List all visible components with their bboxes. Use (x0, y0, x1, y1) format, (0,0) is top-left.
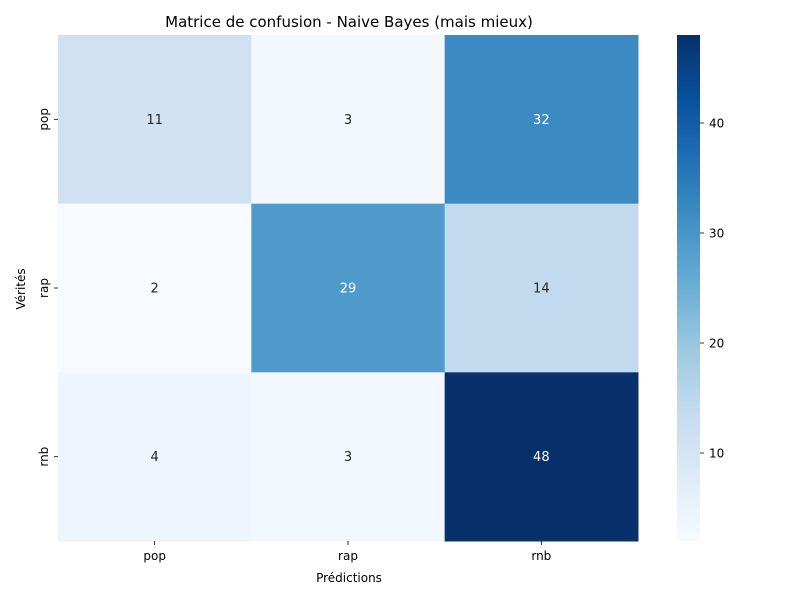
heatmap-cell (251, 372, 446, 542)
colorbar-tick-label: 30 (709, 227, 724, 241)
cell-value-label: 32 (533, 113, 550, 128)
heatmap-cell-labels: 11 3 32 2 29 14 4 3 48 (146, 113, 549, 465)
cell-value-label: 2 (151, 282, 159, 297)
heatmap-cell (444, 372, 639, 542)
y-tick-label: rnb (37, 447, 51, 467)
heatmap-cell (58, 372, 252, 542)
heatmap-cell (251, 35, 446, 205)
cell-value-label: 14 (533, 282, 550, 297)
x-axis-label: Prédictions (316, 571, 382, 585)
x-tick-label: rnb (531, 549, 551, 563)
colorbar-ticks: 10 20 30 40 (700, 117, 724, 461)
cell-value-label: 29 (340, 282, 357, 297)
x-tick-label: rap (338, 549, 358, 563)
colorbar-tick-label: 20 (709, 337, 724, 351)
colorbar-tick-label: 40 (709, 117, 724, 131)
y-tick-label: pop (37, 108, 51, 131)
x-tick-label: pop (143, 549, 166, 563)
heatmap-cells (58, 35, 639, 542)
y-axis-ticks: pop rap rnb (37, 108, 58, 467)
heatmap-cell (58, 35, 252, 205)
heatmap-cell (251, 203, 446, 373)
x-axis-ticks: pop rap rnb (143, 541, 551, 563)
colorbar (677, 35, 700, 541)
cell-value-label: 3 (344, 450, 352, 465)
chart-title: Matrice de confusion - Naive Bayes (mais… (165, 13, 533, 31)
y-axis-label: Vérités (14, 268, 28, 309)
heatmap-cell (58, 203, 252, 373)
colorbar-tick-label: 10 (709, 447, 724, 461)
heatmap-cell (444, 203, 639, 373)
cell-value-label: 3 (344, 113, 352, 128)
heatmap-cell (444, 35, 639, 205)
cell-value-label: 11 (146, 113, 163, 128)
cell-value-label: 48 (533, 450, 550, 465)
y-tick-label: rap (37, 278, 51, 298)
cell-value-label: 4 (151, 450, 159, 465)
